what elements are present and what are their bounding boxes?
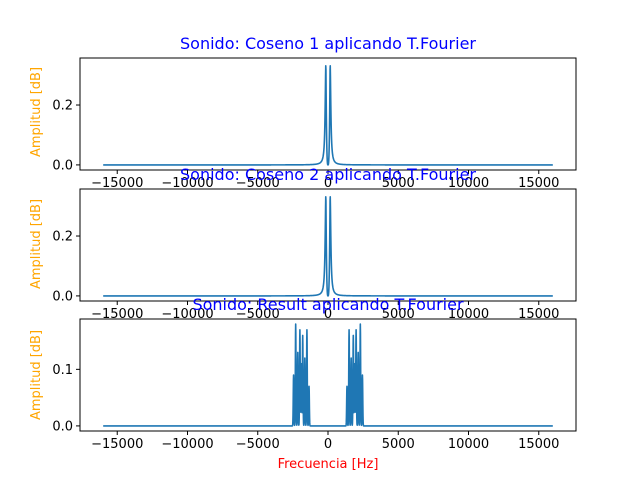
x-tick-label: 10000 (448, 176, 489, 191)
x-tick-label: −15000 (91, 437, 143, 452)
x-tick-label: −5000 (236, 176, 280, 191)
x-tick-label: −5000 (236, 307, 280, 322)
subplot-3-series-line (102, 323, 554, 427)
subplot-2-title: Sonido: Coseno 2 aplicando T.Fourier (180, 165, 476, 184)
x-tick-label: −5000 (236, 437, 280, 452)
subplot-3-ticks: −15000 −10000 −5000 0 5000 10000 15000 0.0 0.1 (52, 363, 559, 452)
x-tick-label: 5000 (382, 437, 415, 452)
y-tick-label: 0.0 (52, 419, 73, 434)
x-tick-label: −10000 (161, 307, 213, 322)
subplot-3-title: Sonido: Result aplicando T.Fourier (192, 295, 463, 314)
x-tick-label: 10000 (448, 307, 489, 322)
subplot-1-title: Sonido: Coseno 1 aplicando T.Fourier (180, 34, 476, 53)
x-tick-label: 15000 (518, 307, 559, 322)
y-tick-label: 0.0 (52, 289, 73, 304)
x-tick-label: 15000 (518, 437, 559, 452)
y-tick-label: 0.2 (52, 99, 73, 114)
subplot-2-ylabel: Amplitud [dB] (29, 199, 44, 289)
x-tick-label: 0 (324, 307, 332, 322)
x-tick-label: 5000 (382, 176, 415, 191)
subplot-1-series-line (102, 65, 554, 166)
subplot-1: Sonido: Coseno 1 aplicando T.Fourier Amp… (29, 34, 577, 191)
subplot-2-frame (79, 188, 577, 302)
x-tick-label: −15000 (91, 176, 143, 191)
x-tick-label: 15000 (518, 176, 559, 191)
x-tick-label: 5000 (382, 307, 415, 322)
y-tick-label: 0.1 (52, 363, 73, 378)
subplot-1-ylabel: Amplitud [dB] (29, 67, 44, 157)
x-axis-label: Frecuencia [Hz] (278, 457, 379, 472)
x-tick-label: −10000 (161, 176, 213, 191)
x-tick-label: 10000 (448, 437, 489, 452)
x-tick-label: −10000 (161, 437, 213, 452)
y-tick-label: 0.0 (52, 158, 73, 173)
x-tick-label: −15000 (91, 307, 143, 322)
subplot-2-ticks: −15000 −10000 −5000 0 5000 10000 15000 0.0 0.2 (52, 230, 559, 322)
subplot-3-ylabel: Amplitud [dB] (29, 330, 44, 420)
x-tick-label: 0 (324, 176, 332, 191)
subplot-1-frame (79, 57, 577, 171)
subplot-2-series-line (102, 196, 554, 297)
y-tick-label: 0.2 (52, 230, 73, 245)
subplot-2: Sonido: Coseno 2 aplicando T.Fourier Amp… (29, 165, 577, 322)
x-tick-label: 0 (324, 437, 332, 452)
subplot-3-frame (79, 318, 577, 432)
subplot-3: Sonido: Result aplicando T.Fourier Ampli… (29, 295, 577, 472)
subplot-1-ticks: −15000 −10000 −5000 0 5000 10000 15000 0.0 0.2 (52, 99, 559, 191)
